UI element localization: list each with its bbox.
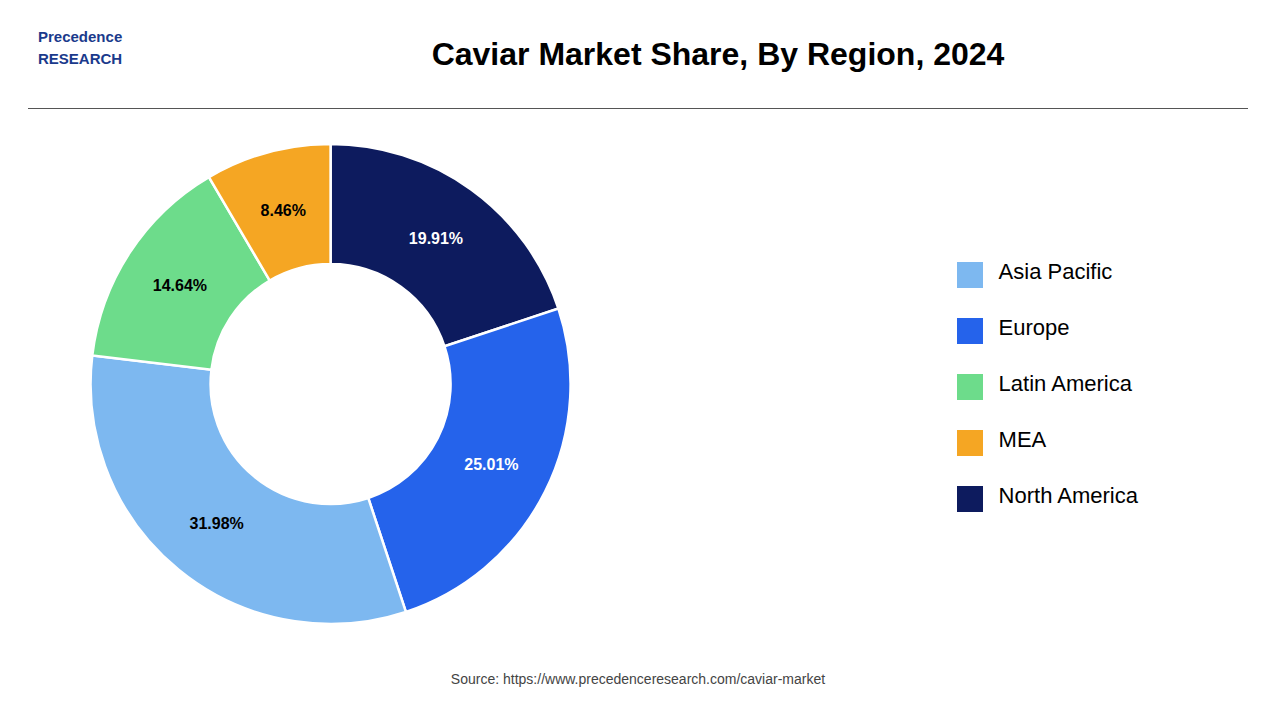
html-text:RESEARCH: RESEARCH	[38, 50, 123, 67]
svg-text:25.01%: 25.01%	[464, 456, 518, 473]
html-text:MEA: MEA	[998, 427, 1047, 452]
html-text:Caviar Market Share, By Region: Caviar Market Share, By Region, 2024	[431, 36, 1005, 72]
html-text:Europe: Europe	[998, 315, 1070, 340]
html-text:Asia Pacific: Asia Pacific	[998, 259, 1113, 284]
html-text:Precedence: Precedence	[38, 28, 123, 45]
html-text:North America: North America	[998, 483, 1138, 508]
html-text:Source: https://www.precedence: Source: https://www.precedenceresearch.c…	[450, 671, 826, 687]
svg-text:14.64%: 14.64%	[153, 277, 207, 294]
svg-text:19.91%: 19.91%	[409, 230, 463, 247]
html-text:Latin America: Latin America	[998, 371, 1132, 396]
svg-text:31.98%: 31.98%	[189, 515, 243, 532]
svg-text:8.46%: 8.46%	[261, 202, 306, 219]
